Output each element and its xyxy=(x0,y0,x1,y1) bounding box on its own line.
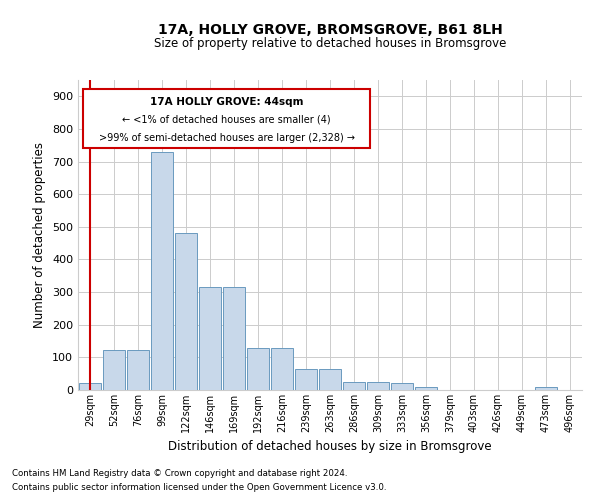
Text: Contains HM Land Registry data © Crown copyright and database right 2024.: Contains HM Land Registry data © Crown c… xyxy=(12,468,347,477)
Bar xyxy=(391,384,413,390)
Bar xyxy=(271,348,293,390)
Text: Size of property relative to detached houses in Bromsgrove: Size of property relative to detached ho… xyxy=(154,38,506,51)
FancyBboxPatch shape xyxy=(83,90,370,148)
Bar xyxy=(199,287,221,390)
Bar xyxy=(295,369,317,390)
Text: >99% of semi-detached houses are larger (2,328) →: >99% of semi-detached houses are larger … xyxy=(98,132,355,142)
Text: Contains public sector information licensed under the Open Government Licence v3: Contains public sector information licen… xyxy=(12,484,386,492)
Text: 17A, HOLLY GROVE, BROMSGROVE, B61 8LH: 17A, HOLLY GROVE, BROMSGROVE, B61 8LH xyxy=(158,22,502,36)
Bar xyxy=(535,386,557,390)
X-axis label: Distribution of detached houses by size in Bromsgrove: Distribution of detached houses by size … xyxy=(168,440,492,454)
Bar xyxy=(79,384,101,390)
Text: ← <1% of detached houses are smaller (4): ← <1% of detached houses are smaller (4) xyxy=(122,115,331,125)
Bar xyxy=(415,386,437,390)
Bar xyxy=(367,382,389,390)
Bar xyxy=(103,350,125,390)
Bar xyxy=(319,369,341,390)
Bar xyxy=(223,287,245,390)
Text: 17A HOLLY GROVE: 44sqm: 17A HOLLY GROVE: 44sqm xyxy=(150,98,304,108)
Bar xyxy=(151,152,173,390)
Bar xyxy=(175,234,197,390)
Bar xyxy=(343,382,365,390)
Y-axis label: Number of detached properties: Number of detached properties xyxy=(34,142,46,328)
Bar xyxy=(247,348,269,390)
Bar xyxy=(127,350,149,390)
